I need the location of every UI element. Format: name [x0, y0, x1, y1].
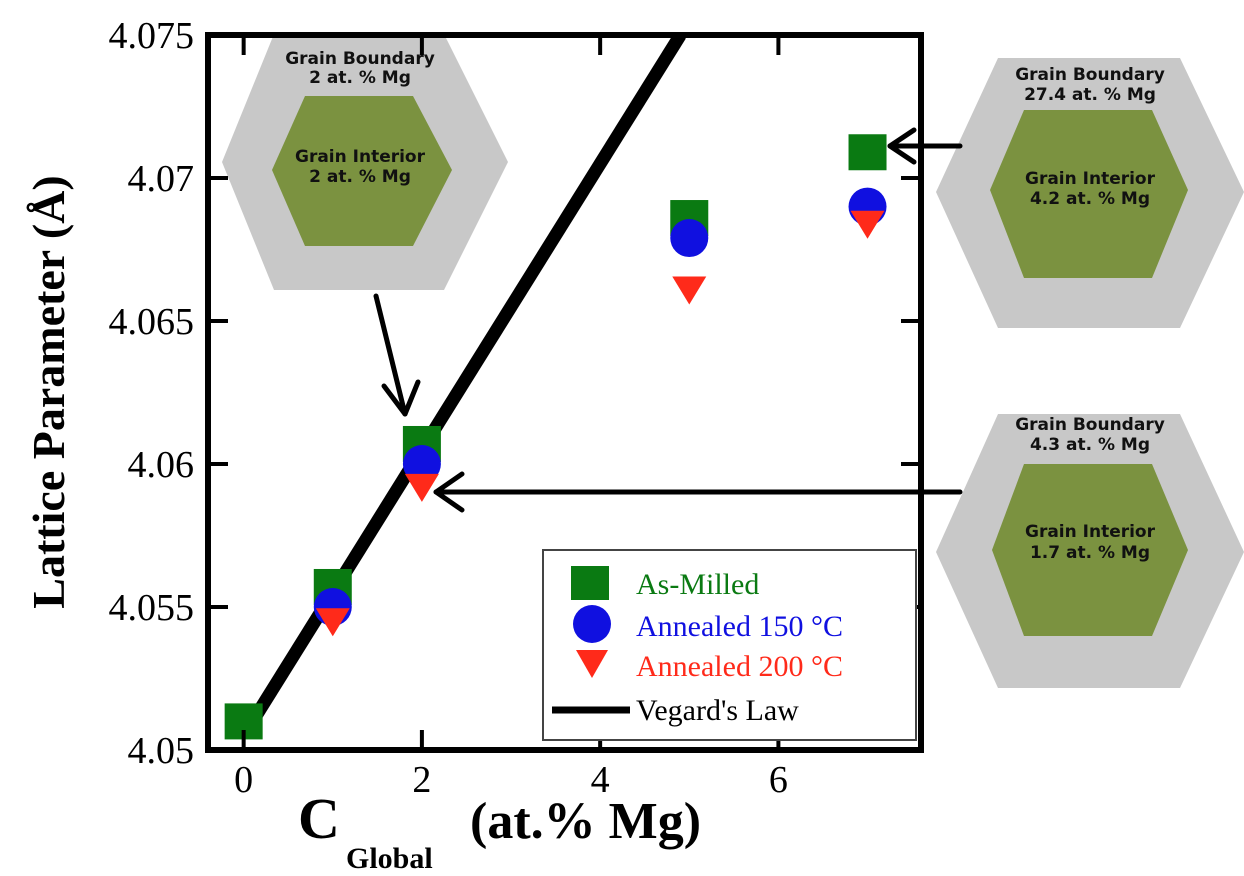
y-tick-label: 4.065 — [109, 301, 195, 343]
hex1-boundary-title: Grain Boundary — [285, 49, 435, 69]
hex2-boundary-title: Grain Boundary — [1015, 65, 1165, 85]
grain-interior-shape — [992, 464, 1188, 636]
hex3-boundary-value: 4.3 at. % Mg — [1030, 435, 1150, 455]
hex3-interior-value: 1.7 at. % Mg — [1030, 543, 1150, 563]
axis-ticks: 0 2 4 6 4.05 4.055 4.06 4.065 4.07 4.075 — [109, 15, 921, 801]
legend-marker-annealed-150 — [573, 605, 611, 643]
arrow-hex2-head — [887, 127, 917, 165]
x-axis-symbol: C — [298, 786, 340, 851]
legend-marker-annealed-200 — [576, 650, 608, 678]
legend-label-vegards-law: Vegard's Law — [636, 694, 799, 727]
arrow-hex1-head — [381, 379, 421, 417]
x-tick-label: 2 — [412, 759, 431, 801]
hexagon-grain-2-at-annealed: Grain Boundary 4.3 at. % Mg Grain Interi… — [936, 414, 1244, 688]
x-tick-label: 4 — [591, 759, 610, 801]
hex3-interior-title: Grain Interior — [1025, 522, 1156, 542]
annealed-200-point — [315, 608, 350, 637]
legend-label-annealed-200: Annealed 200 °C — [636, 650, 843, 683]
annealed-200-point — [850, 210, 885, 239]
x-tick-label: 0 — [234, 759, 253, 801]
y-tick-label: 4.06 — [128, 444, 195, 486]
grain-interior-shape — [990, 110, 1188, 278]
as-milled-point — [848, 134, 887, 171]
hex2-interior-title: Grain Interior — [1025, 169, 1156, 189]
legend-marker-as-milled — [571, 566, 609, 600]
plot-frame — [205, 32, 924, 753]
y-tick-label: 4.055 — [109, 587, 195, 629]
data-markers — [224, 134, 887, 740]
hexagon-grain-7-at: Grain Boundary 27.4 at. % Mg Grain Inter… — [936, 58, 1244, 328]
hex2-interior-value: 4.2 at. % Mg — [1030, 189, 1150, 209]
hex3-boundary-title: Grain Boundary — [1015, 415, 1165, 435]
annealed-150-point — [402, 445, 441, 483]
hex1-interior-title: Grain Interior — [295, 147, 426, 167]
annealed-150-point — [670, 219, 709, 258]
annealed-200-point — [404, 473, 439, 502]
annotation-arrows — [373, 127, 963, 513]
grain-interior-shape — [272, 96, 452, 246]
grain-hexagons: Grain Boundary 2 at. % Mg Grain Interior… — [222, 34, 1244, 688]
x-tick-label: 6 — [769, 759, 788, 801]
y-axis-title: Lattice Parameter (Å) — [23, 175, 74, 608]
hex1-boundary-value: 2 at. % Mg — [309, 68, 411, 88]
hexagon-grain-2-at: Grain Boundary 2 at. % Mg Grain Interior… — [222, 34, 508, 290]
annealed-200-point — [672, 276, 707, 305]
hex1-interior-value: 2 at. % Mg — [309, 167, 411, 187]
x-axis-subscript: Global — [346, 842, 433, 875]
arrow-hex3-head — [433, 471, 465, 513]
y-tick-label: 4.05 — [128, 730, 195, 772]
x-axis-title: (at.% Mg) — [470, 793, 701, 850]
y-tick-label: 4.075 — [109, 15, 195, 57]
y-tick-label: 4.07 — [128, 158, 195, 200]
hex2-boundary-value: 27.4 at. % Mg — [1024, 85, 1156, 105]
vegards-law-line — [238, 35, 686, 740]
arrow-hex1-to-point — [373, 293, 408, 417]
legend: As-Milled Annealed 150 °C Annealed 200 °… — [542, 549, 917, 741]
legend-label-as-milled: As-Milled — [636, 568, 759, 601]
legend-label-annealed-150: Annealed 150 °C — [636, 610, 843, 643]
